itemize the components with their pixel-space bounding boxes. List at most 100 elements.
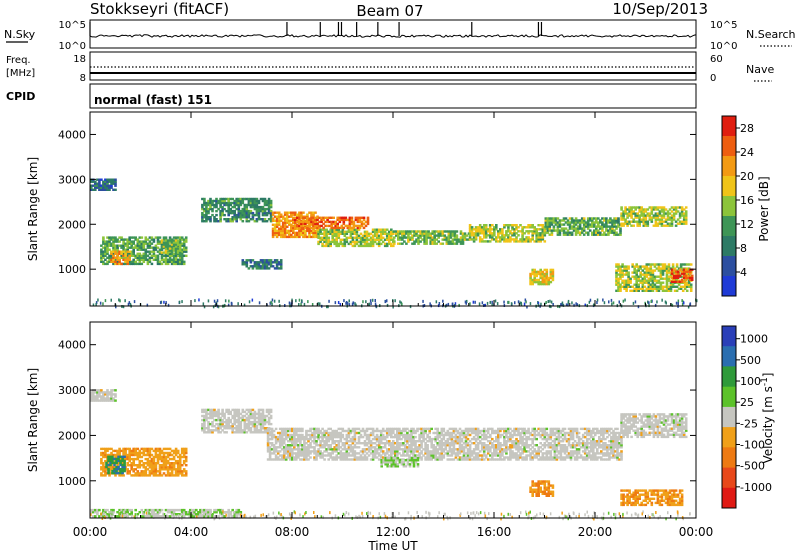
power-cell [642, 208, 646, 211]
velocity-cell [299, 429, 302, 433]
power-cell [570, 225, 574, 228]
power-cell [281, 217, 285, 220]
velocity-cell [148, 462, 152, 465]
power-cell [687, 283, 691, 286]
velocity-cell [394, 454, 397, 457]
velocity-cell [241, 418, 245, 422]
power-cell [148, 252, 152, 255]
velocity-cell [174, 462, 178, 465]
power-cell [578, 221, 582, 224]
velocity-cell [282, 433, 286, 437]
velocity-cell [379, 437, 383, 441]
power-cell [243, 211, 247, 215]
velocity-cell [253, 427, 257, 430]
power-cell [527, 236, 530, 239]
velocity-cell [335, 450, 338, 453]
velocity-cell [289, 458, 292, 461]
velocity-cell [255, 425, 259, 428]
power-cell [172, 256, 176, 259]
power-cell [150, 250, 154, 253]
power-cell [269, 265, 273, 268]
power-cell [251, 197, 255, 201]
power-cell [343, 234, 347, 237]
velocity-cell [225, 427, 228, 430]
power-cell [562, 231, 566, 234]
velocity-cell [323, 433, 326, 437]
power-cell [300, 213, 303, 216]
power-cell [605, 221, 608, 224]
power-cell [306, 229, 309, 233]
power-cell [130, 254, 133, 257]
velocity-cell [229, 412, 232, 416]
power-cell [306, 216, 309, 219]
power-noise-cell [517, 300, 520, 304]
velocity-cell [247, 425, 251, 428]
power-cell [647, 289, 651, 292]
power-cell [539, 238, 542, 241]
power-cell [108, 244, 111, 247]
power-cell [601, 221, 604, 224]
power-cell [168, 254, 172, 257]
power-cell [160, 251, 164, 254]
power-cell [205, 211, 208, 215]
power-cell [643, 277, 647, 280]
velocity-cell [251, 414, 255, 418]
power-cell [277, 267, 281, 270]
power-cell [409, 230, 412, 233]
power-cell [505, 234, 508, 237]
power-cell [353, 240, 357, 244]
velocity-cell [305, 458, 308, 461]
power-cell [285, 221, 289, 224]
power-cell [279, 259, 283, 262]
power-cell [511, 228, 514, 231]
power-cell [172, 236, 176, 239]
velocity-cell [168, 464, 172, 467]
velocity-cell [291, 450, 294, 453]
velocity-cell [105, 465, 108, 469]
power-cell [361, 244, 365, 248]
velocity-cell [119, 455, 122, 458]
velocity-cell [359, 458, 363, 461]
power-cell [229, 211, 232, 215]
velocity-cell [365, 452, 369, 455]
power-cell [154, 236, 158, 239]
velocity-cell [235, 418, 238, 422]
velocity-cell [207, 427, 210, 430]
power-cell [601, 227, 604, 230]
power-cell [650, 220, 654, 223]
power-cell [281, 227, 285, 230]
power-cell [642, 210, 646, 213]
power-cell [247, 211, 251, 215]
power-cell [670, 270, 674, 273]
velocity-cell [223, 427, 226, 430]
power-cell [383, 230, 387, 233]
nave-tick-top: 60 [710, 54, 723, 65]
power-cell [667, 275, 671, 278]
power-cell [265, 211, 269, 215]
velocity-cell [345, 452, 349, 455]
power-cell [474, 226, 478, 229]
power-cell [265, 207, 269, 211]
velocity-cell [313, 442, 316, 445]
velocity-cell [245, 408, 249, 412]
power-noise-cell [127, 302, 130, 306]
power-cell [243, 207, 247, 211]
velocity-cell [337, 452, 341, 455]
power-cell [365, 234, 369, 237]
velocity-cell [317, 450, 320, 453]
power-cell [329, 230, 332, 233]
power-cell [664, 208, 668, 211]
power-cell [652, 224, 656, 227]
power-cell [531, 234, 534, 237]
velocity-cell [333, 442, 336, 445]
velocity-cell [317, 448, 320, 451]
power-cell [670, 272, 674, 275]
power-cell [366, 220, 370, 224]
power-cell [211, 213, 214, 217]
power-cell [632, 212, 635, 215]
velocity-cell [369, 442, 373, 445]
power-cell [647, 263, 651, 266]
velocity-cell [209, 431, 212, 434]
velocity-cell [297, 440, 300, 443]
velocity-cell [205, 431, 208, 434]
